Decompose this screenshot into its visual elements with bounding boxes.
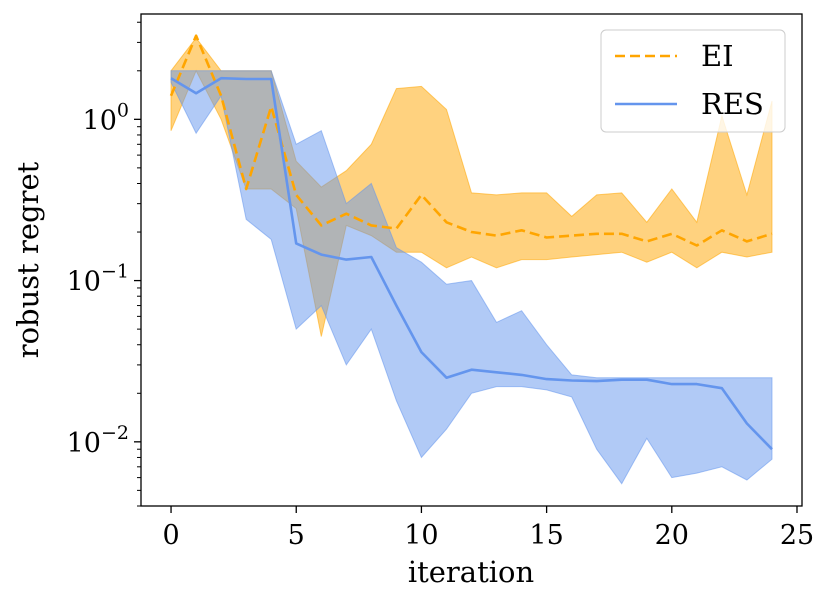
x-axis-label: iteration [408, 555, 534, 589]
x-tick-label: 25 [780, 520, 814, 551]
y-tick-label: 10−2 [67, 422, 129, 459]
y-axis: 10−2 10−1 100 [67, 21, 141, 507]
x-tick-label: 15 [529, 520, 563, 551]
legend-label-ei: EI [701, 39, 734, 73]
plot-frame [140, 13, 803, 507]
res-line [170, 76, 773, 451]
x-axis: 0 5 10 15 20 25 [162, 506, 814, 551]
y-tick-label: 10−1 [67, 261, 129, 298]
legend-label-res: RES [701, 87, 764, 121]
x-tick-label: 10 [404, 520, 438, 551]
x-tick-label: 20 [655, 520, 689, 551]
x-tick-label: 0 [162, 520, 179, 551]
y-tick-label: 100 [83, 99, 129, 136]
legend: EI RES [600, 29, 786, 133]
series-lines [169, 34, 773, 451]
y-axis-label: robust regret [11, 161, 45, 358]
ei-line [169, 34, 773, 247]
x-tick-label: 5 [288, 520, 305, 551]
